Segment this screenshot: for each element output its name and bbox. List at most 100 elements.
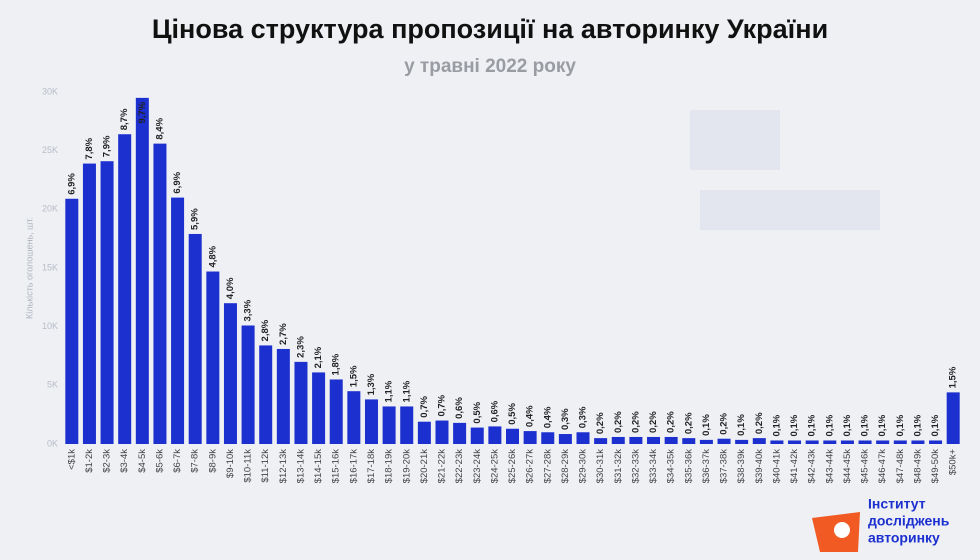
bar (206, 271, 220, 444)
value-label: 0,5% (507, 403, 518, 425)
value-label: 0,1% (860, 414, 871, 436)
y-tick-label: 25K (42, 145, 58, 155)
bar (171, 197, 185, 444)
x-tick-label: $45-46k (860, 449, 871, 484)
bar (276, 348, 290, 444)
value-label: 0,3% (560, 408, 571, 430)
value-label: 1,8% (331, 353, 342, 375)
bar (699, 439, 713, 444)
x-tick-label: $33-34k (648, 449, 659, 484)
bar (805, 440, 819, 444)
value-label: 4,0% (225, 277, 236, 299)
bar (223, 303, 237, 444)
x-tick-label: $4-5k (137, 449, 148, 473)
value-label: 8,4% (154, 117, 165, 139)
value-label: 0,1% (895, 414, 906, 436)
x-tick-label: $14-15k (313, 449, 324, 484)
x-tick-label: $18-19k (384, 449, 395, 484)
bar (893, 440, 907, 444)
bar (470, 427, 484, 444)
bar (82, 163, 96, 444)
x-tick-label: $28-29k (560, 449, 571, 484)
x-tick-label: $7-8k (190, 449, 201, 473)
bar (770, 440, 784, 444)
x-tick-label: $22-23k (454, 449, 465, 484)
bar (717, 438, 731, 444)
value-label: 0,1% (701, 414, 712, 436)
x-tick-label: $37-38k (719, 449, 730, 484)
value-label: 7,9% (102, 135, 113, 157)
x-tick-label: $36-37k (701, 449, 712, 484)
value-label: 0,1% (877, 414, 888, 436)
value-label: 0,1% (824, 414, 835, 436)
x-tick-label: $10-11k (243, 449, 254, 483)
bar (435, 420, 449, 444)
x-tick-label: $46-47k (877, 449, 888, 484)
x-tick-label: $43-44k (824, 449, 835, 484)
x-tick-label: $9-10k (225, 449, 236, 478)
value-label: 0,1% (930, 414, 941, 436)
y-tick-label: 5K (47, 380, 58, 390)
value-label: 0,2% (683, 412, 694, 434)
x-tick-label: $39-40k (754, 449, 765, 484)
x-tick-label: $26-27k (525, 449, 536, 484)
bar (118, 134, 132, 445)
value-label: 1,1% (384, 380, 395, 402)
value-label: 0,6% (489, 400, 500, 422)
value-label: 6,9% (172, 171, 183, 193)
x-tick-label: $35-36k (683, 449, 694, 484)
logo-mark (834, 522, 850, 538)
x-tick-label: $3-4k (119, 449, 130, 473)
bar (523, 431, 537, 444)
value-label: 0,1% (771, 414, 782, 436)
x-tick-label: $38-39k (736, 449, 747, 484)
bar (329, 379, 343, 444)
value-label: 2,1% (313, 346, 324, 368)
bar (65, 198, 79, 444)
x-tick-label: $41-42k (789, 449, 800, 484)
x-tick-label: $24-25k (489, 449, 500, 484)
value-label: 0,1% (912, 414, 923, 436)
chart-subtitle: у травні 2022 року (404, 56, 576, 77)
x-tick-label: $17-18k (366, 449, 377, 484)
x-tick-label: $49-50k (930, 449, 941, 484)
y-tick-label: 20K (42, 204, 58, 214)
x-tick-label: $6-7k (172, 449, 183, 473)
x-tick-label: $12-13k (278, 449, 289, 484)
value-label: 0,1% (842, 414, 853, 436)
x-tick-label: $23-24k (472, 449, 483, 484)
x-tick-label: $50k+ (948, 449, 959, 476)
x-tick-label: $48-49k (912, 449, 923, 484)
bar (611, 436, 625, 444)
x-tick-label: $27-28k (542, 449, 553, 484)
bar (241, 325, 255, 444)
bar (682, 438, 696, 444)
bar (946, 392, 960, 444)
x-tick-label: $11-12k (260, 449, 271, 483)
logo-text: Інститут (868, 496, 926, 512)
value-label: 0,2% (666, 411, 677, 433)
logo-text: авторинку (868, 530, 940, 546)
bar (488, 426, 502, 444)
value-label: 1,5% (948, 366, 959, 388)
value-label: 0,2% (754, 412, 765, 434)
value-label: 2,3% (295, 336, 306, 358)
value-label: 3,3% (243, 299, 254, 321)
x-tick-label: $34-35k (666, 449, 677, 484)
x-tick-label: $31-32k (613, 449, 624, 484)
value-label: 1,3% (366, 373, 377, 395)
bar (400, 406, 414, 444)
value-label: 8,7% (119, 108, 130, 130)
bar (382, 406, 396, 444)
x-tick-label: $2-3k (102, 449, 113, 473)
x-tick-label: <$1k (66, 449, 77, 470)
bar (752, 438, 766, 444)
bar (823, 440, 837, 444)
bar (312, 372, 326, 444)
value-label: 0,2% (630, 411, 641, 433)
bar (594, 438, 608, 444)
value-label: 0,7% (419, 396, 430, 418)
x-tick-label: $5-6k (154, 449, 165, 473)
bar (558, 434, 572, 444)
